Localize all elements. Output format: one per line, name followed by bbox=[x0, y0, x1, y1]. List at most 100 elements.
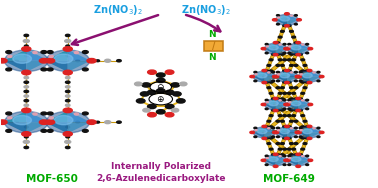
Circle shape bbox=[283, 70, 287, 72]
Circle shape bbox=[272, 80, 275, 82]
Circle shape bbox=[299, 136, 302, 138]
Circle shape bbox=[289, 46, 291, 47]
Circle shape bbox=[250, 75, 254, 78]
Circle shape bbox=[265, 164, 268, 165]
Circle shape bbox=[299, 71, 302, 73]
Circle shape bbox=[65, 140, 71, 143]
Polygon shape bbox=[26, 122, 49, 133]
Circle shape bbox=[306, 108, 309, 110]
Circle shape bbox=[269, 92, 273, 94]
Circle shape bbox=[283, 92, 287, 94]
Circle shape bbox=[254, 127, 257, 129]
Circle shape bbox=[271, 98, 275, 100]
Circle shape bbox=[269, 126, 273, 128]
Circle shape bbox=[171, 108, 179, 112]
Circle shape bbox=[288, 99, 291, 101]
Circle shape bbox=[292, 148, 296, 150]
Circle shape bbox=[165, 104, 174, 109]
Polygon shape bbox=[253, 127, 264, 132]
Text: $\ominus$: $\ominus$ bbox=[156, 82, 165, 92]
Polygon shape bbox=[287, 14, 299, 20]
Polygon shape bbox=[298, 49, 310, 54]
Circle shape bbox=[280, 87, 284, 89]
Circle shape bbox=[45, 121, 49, 123]
Circle shape bbox=[66, 50, 70, 52]
Circle shape bbox=[22, 47, 31, 51]
Circle shape bbox=[23, 39, 29, 42]
Circle shape bbox=[6, 51, 12, 54]
Circle shape bbox=[74, 113, 79, 115]
Text: MOF-649: MOF-649 bbox=[263, 174, 315, 184]
Circle shape bbox=[63, 70, 72, 75]
Circle shape bbox=[291, 101, 301, 106]
Circle shape bbox=[285, 13, 289, 15]
Polygon shape bbox=[287, 99, 298, 105]
Polygon shape bbox=[264, 71, 276, 77]
Circle shape bbox=[254, 136, 257, 138]
Circle shape bbox=[297, 75, 301, 78]
Circle shape bbox=[272, 136, 275, 138]
Polygon shape bbox=[264, 127, 276, 132]
Circle shape bbox=[287, 115, 291, 117]
Circle shape bbox=[65, 146, 70, 149]
Circle shape bbox=[65, 34, 70, 36]
Circle shape bbox=[285, 81, 289, 84]
Polygon shape bbox=[310, 77, 321, 82]
Circle shape bbox=[25, 126, 28, 128]
Circle shape bbox=[135, 82, 142, 86]
Circle shape bbox=[287, 43, 309, 54]
Circle shape bbox=[313, 128, 315, 129]
Circle shape bbox=[276, 24, 279, 25]
Circle shape bbox=[279, 44, 281, 45]
Circle shape bbox=[280, 73, 290, 78]
Circle shape bbox=[308, 48, 313, 50]
Circle shape bbox=[276, 109, 280, 111]
Circle shape bbox=[294, 154, 298, 156]
Circle shape bbox=[299, 127, 302, 129]
Circle shape bbox=[46, 111, 90, 133]
Circle shape bbox=[74, 52, 79, 54]
Circle shape bbox=[306, 164, 309, 165]
Circle shape bbox=[117, 121, 121, 123]
Polygon shape bbox=[298, 155, 310, 160]
Circle shape bbox=[66, 136, 70, 138]
Circle shape bbox=[295, 75, 300, 78]
Text: Zn(NO$_3$)$_2$: Zn(NO$_3$)$_2$ bbox=[181, 3, 231, 17]
Circle shape bbox=[317, 127, 320, 129]
Circle shape bbox=[82, 51, 88, 54]
Circle shape bbox=[297, 19, 301, 21]
Circle shape bbox=[301, 81, 305, 83]
Circle shape bbox=[265, 70, 268, 72]
Circle shape bbox=[86, 60, 90, 62]
Circle shape bbox=[276, 15, 279, 16]
Circle shape bbox=[271, 154, 275, 156]
Circle shape bbox=[250, 131, 254, 133]
Circle shape bbox=[24, 72, 29, 74]
Circle shape bbox=[43, 60, 48, 62]
Circle shape bbox=[8, 117, 12, 119]
Circle shape bbox=[285, 69, 289, 72]
Text: /: / bbox=[212, 41, 215, 51]
Polygon shape bbox=[276, 43, 287, 49]
Circle shape bbox=[42, 121, 46, 123]
Circle shape bbox=[269, 59, 273, 61]
Polygon shape bbox=[264, 43, 276, 49]
Circle shape bbox=[294, 143, 298, 145]
Circle shape bbox=[25, 55, 28, 57]
Circle shape bbox=[22, 70, 31, 75]
Circle shape bbox=[267, 64, 271, 66]
Circle shape bbox=[47, 112, 53, 115]
Circle shape bbox=[285, 103, 290, 106]
Circle shape bbox=[65, 104, 70, 106]
Circle shape bbox=[303, 143, 307, 145]
Circle shape bbox=[24, 109, 29, 111]
Circle shape bbox=[280, 120, 284, 122]
Circle shape bbox=[87, 120, 96, 124]
Circle shape bbox=[24, 81, 29, 83]
Circle shape bbox=[46, 121, 51, 123]
Circle shape bbox=[268, 72, 270, 73]
Polygon shape bbox=[275, 132, 287, 138]
Circle shape bbox=[33, 52, 37, 54]
Polygon shape bbox=[298, 43, 310, 49]
Circle shape bbox=[265, 99, 287, 110]
